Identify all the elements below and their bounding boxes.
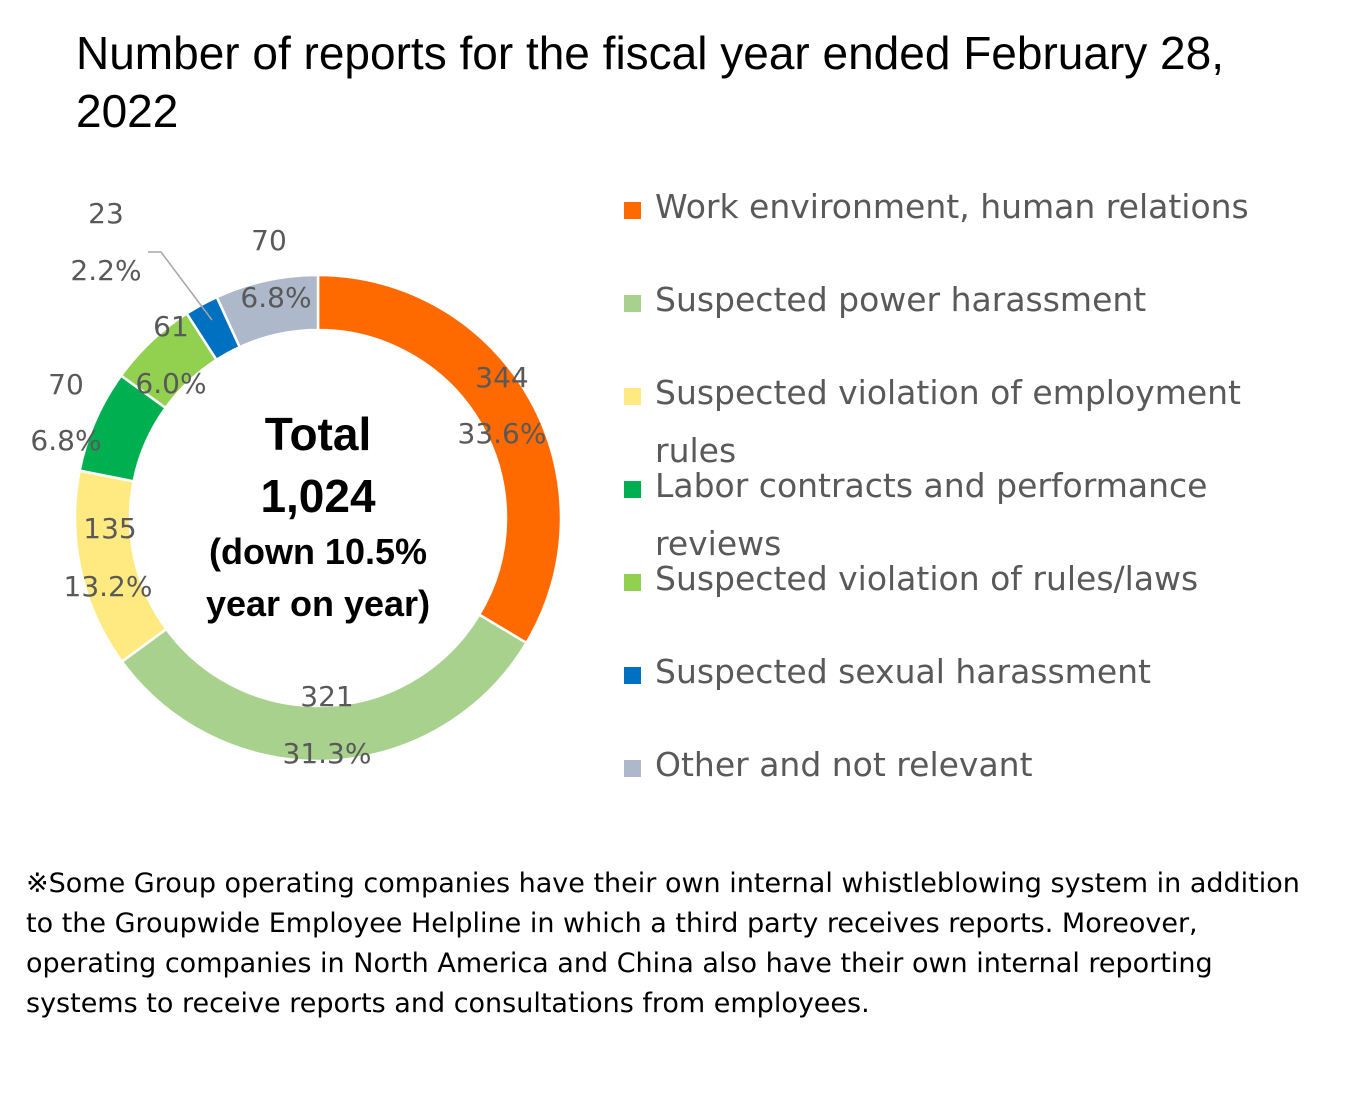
data-label-value: 135 [83, 512, 136, 545]
data-label-percent: 2.2% [70, 254, 141, 287]
data-label-value: 61 [153, 310, 189, 343]
data-label-value: 321 [300, 680, 353, 713]
data-label-percent: 31.3% [283, 737, 372, 770]
data-label-percent: 6.8% [240, 281, 311, 314]
legend-swatch [624, 574, 641, 591]
data-label-percent: 6.0% [135, 367, 206, 400]
chart-title: Number of reports for the fiscal year en… [76, 27, 1225, 137]
legend-label: Suspected sexual harassment [655, 652, 1151, 691]
center-text-line-3: (down 10.5% [209, 531, 427, 572]
data-label-value: 70 [48, 368, 84, 401]
data-label-value: 23 [88, 197, 124, 230]
data-label-percent: 6.8% [30, 424, 101, 457]
legend-label: Suspected power harassment [655, 280, 1147, 319]
leader-line [148, 251, 213, 321]
legend-label: Other and not relevant [655, 745, 1033, 784]
footnote: ※Some Group operating companies have the… [26, 868, 1300, 1019]
data-label-value: 70 [251, 224, 287, 257]
legend-swatch [624, 481, 641, 498]
legend-swatch [624, 388, 641, 405]
donut-slice [316, 273, 563, 645]
donut-chart: 344 33.6% 321 31.3% 135 13.2% 70 6.8% 61 6.0% 23 2.… [30, 197, 563, 770]
donut-slice [73, 469, 169, 664]
center-text-line-2: 1,024 [260, 470, 376, 522]
data-label-percent: 13.2% [64, 570, 153, 603]
center-text-line-4: year on year) [206, 583, 430, 624]
legend-label: Suspected violation of employment rules [655, 373, 1241, 470]
legend-label: Work environment, human relations [655, 187, 1249, 226]
legend-label: Suspected violation of rules/laws [655, 559, 1199, 598]
center-text-line-1: Total [265, 408, 371, 460]
data-label-value: 344 [475, 361, 528, 394]
legend-swatch [624, 295, 641, 312]
legend-label: Labor contracts and performance reviews [655, 466, 1208, 563]
legend-swatch [624, 202, 641, 219]
legend-swatch [624, 667, 641, 684]
donut-slice [215, 273, 320, 349]
legend-swatch [624, 760, 641, 777]
data-label-percent: 33.6% [458, 417, 547, 450]
